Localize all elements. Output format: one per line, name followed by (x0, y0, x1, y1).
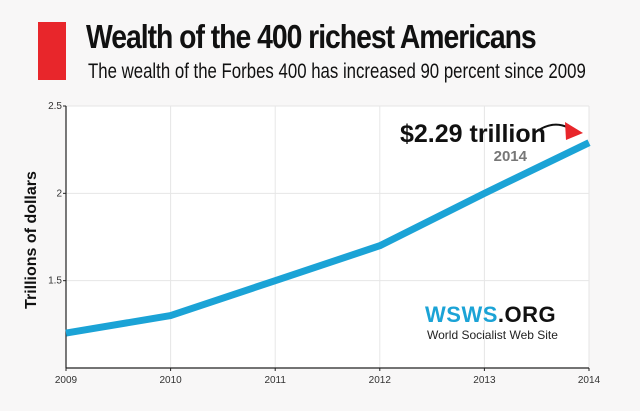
y-axis-label: Trillions of dollars (23, 171, 40, 309)
x-tick-label: 2009 (55, 375, 78, 386)
annotation-arrowhead-icon (565, 122, 583, 140)
chart-subtitle: The wealth of the Forbes 400 has increas… (88, 60, 586, 83)
y-tick-label: 2.5 (48, 101, 62, 112)
logo-part-2: .ORG (497, 302, 557, 327)
x-tick-label: 2010 (159, 375, 182, 386)
x-tick-label: 2012 (369, 375, 392, 386)
title-accent-bar (38, 22, 66, 80)
x-tick-label: 2014 (578, 375, 601, 386)
annotation-value: $2.29 trillion (400, 120, 546, 148)
plot-area (66, 106, 589, 368)
y-tick-label: 1.5 (48, 276, 62, 287)
logo-part-1: WSWS (425, 302, 498, 327)
series-line (65, 139, 591, 337)
x-tick-label: 2013 (473, 375, 496, 386)
annotation-year: 2014 (494, 148, 528, 165)
chart-title: Wealth of the 400 richest Americans (86, 18, 537, 55)
wsws-logo: WSWS.ORG (425, 302, 556, 328)
x-tick-label: 2011 (264, 375, 286, 386)
logo-tagline: World Socialist Web Site (427, 328, 558, 342)
y-tick-label: 2 (56, 188, 62, 199)
